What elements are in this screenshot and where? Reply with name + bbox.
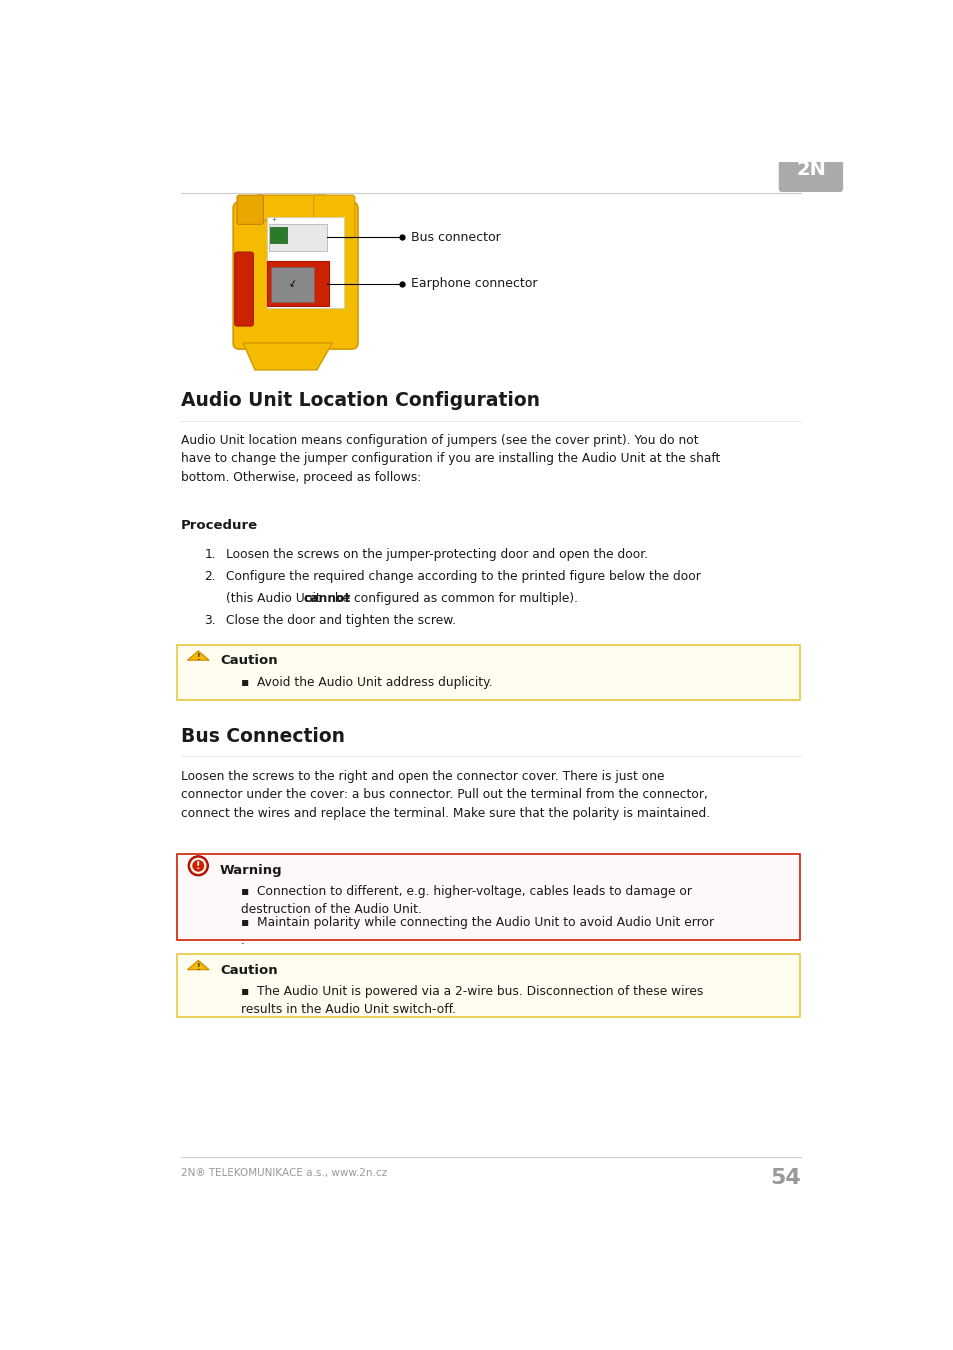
- Text: 2N® TELEKOMUNIKACE a.s., www.2n.cz: 2N® TELEKOMUNIKACE a.s., www.2n.cz: [181, 1168, 387, 1177]
- Text: 54: 54: [770, 1168, 801, 1188]
- FancyBboxPatch shape: [177, 954, 800, 1018]
- Text: !: !: [196, 861, 200, 871]
- Text: Caution: Caution: [220, 653, 277, 667]
- Polygon shape: [187, 960, 209, 969]
- Text: Configure the required change according to the printed figure below the door: Configure the required change according …: [226, 570, 700, 583]
- Text: Loosen the screws on the jumper-protecting door and open the door.: Loosen the screws on the jumper-protecti…: [226, 548, 648, 560]
- Text: 1.: 1.: [204, 548, 216, 560]
- FancyBboxPatch shape: [255, 196, 328, 220]
- Text: 2.: 2.: [204, 570, 216, 583]
- FancyBboxPatch shape: [233, 202, 357, 350]
- FancyBboxPatch shape: [270, 227, 287, 243]
- FancyBboxPatch shape: [177, 645, 800, 701]
- FancyBboxPatch shape: [177, 855, 800, 941]
- FancyBboxPatch shape: [778, 147, 842, 192]
- Text: Bus connector: Bus connector: [411, 231, 500, 244]
- Text: (this Audio Unit: (this Audio Unit: [226, 591, 324, 605]
- Text: 3.: 3.: [204, 614, 216, 626]
- Text: Audio Unit Location Configuration: Audio Unit Location Configuration: [181, 392, 539, 410]
- Polygon shape: [243, 343, 332, 370]
- FancyBboxPatch shape: [266, 217, 344, 308]
- Text: ▪  Avoid the Audio Unit address duplicity.: ▪ Avoid the Audio Unit address duplicity…: [241, 675, 492, 688]
- Circle shape: [188, 856, 208, 876]
- Text: Close the door and tighten the screw.: Close the door and tighten the screw.: [226, 614, 456, 626]
- FancyBboxPatch shape: [269, 224, 327, 251]
- Polygon shape: [187, 651, 209, 660]
- Text: ▪  Connection to different, e.g. higher-voltage, cables leads to damage or
destr: ▪ Connection to different, e.g. higher-v…: [241, 886, 691, 917]
- Text: be configured as common for multiple).: be configured as common for multiple).: [331, 591, 578, 605]
- Text: Earphone connector: Earphone connector: [411, 277, 537, 290]
- Text: ↙: ↙: [288, 278, 297, 289]
- Text: +: +: [271, 217, 276, 223]
- FancyBboxPatch shape: [234, 252, 253, 325]
- Text: cannot: cannot: [304, 591, 351, 605]
- Text: Audio Unit location means configuration of jumpers (see the cover print). You do: Audio Unit location means configuration …: [181, 433, 720, 483]
- FancyBboxPatch shape: [314, 196, 355, 238]
- Text: Caution: Caution: [220, 964, 277, 976]
- Text: Procedure: Procedure: [181, 518, 258, 532]
- Text: Warning: Warning: [220, 864, 282, 878]
- Text: !: !: [196, 963, 200, 972]
- FancyBboxPatch shape: [267, 261, 328, 306]
- Text: ▪  Maintain polarity while connecting the Audio Unit to avoid Audio Unit error
.: ▪ Maintain polarity while connecting the…: [241, 915, 713, 946]
- Text: !: !: [196, 653, 200, 662]
- Text: Bus Connection: Bus Connection: [181, 728, 345, 747]
- Text: 2N: 2N: [795, 161, 825, 180]
- Text: Loosen the screws to the right and open the connector cover. There is just one
c: Loosen the screws to the right and open …: [181, 769, 710, 819]
- FancyBboxPatch shape: [236, 196, 263, 224]
- FancyBboxPatch shape: [271, 267, 314, 302]
- Text: ▪  The Audio Unit is powered via a 2-wire bus. Disconnection of these wires
resu: ▪ The Audio Unit is powered via a 2-wire…: [241, 986, 702, 1017]
